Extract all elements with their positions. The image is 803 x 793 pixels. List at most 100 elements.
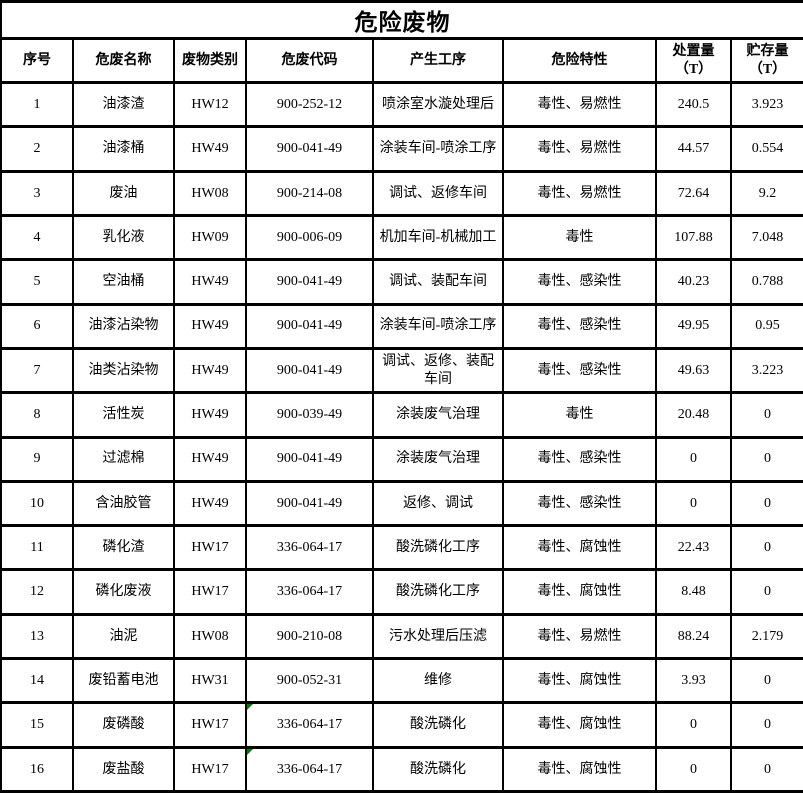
- cell-disposal: 107.88: [655, 213, 732, 262]
- cell-code: 900-052-31: [245, 657, 374, 705]
- cell-code: 900-041-49: [245, 479, 374, 528]
- cell-code: 336-064-17: [245, 701, 374, 749]
- cell-storage: 0.788: [730, 258, 803, 306]
- cell-code: 336-064-17: [245, 524, 374, 572]
- cell-seq: 10: [0, 479, 74, 528]
- cell-storage: 0: [730, 435, 803, 483]
- table-row: 10 含油胶管 HW49 900-041-49 返修、调试 毒性、感染性 0 0: [0, 479, 803, 528]
- cell-hazard: 毒性、易燃性: [502, 169, 657, 217]
- header-cell-process: 产生工序: [372, 37, 504, 84]
- cell-category: HW17: [173, 524, 247, 572]
- cell-seq: 4: [0, 213, 74, 262]
- cell-name: 油漆沾染物: [72, 302, 175, 350]
- cell-disposal: 8.48: [655, 568, 732, 616]
- cell-storage: 0: [730, 524, 803, 572]
- cell-hazard: 毒性: [502, 213, 657, 262]
- cell-disposal: 49.63: [655, 346, 732, 395]
- cell-category: HW49: [173, 346, 247, 395]
- cell-storage: 0: [730, 479, 803, 528]
- cell-hazard: 毒性、感染性: [502, 302, 657, 350]
- cell-disposal: 0: [655, 479, 732, 528]
- cell-error-corner-marker: [248, 750, 253, 755]
- table-title-row: 危险废物: [0, 0, 803, 40]
- cell-category: HW09: [173, 213, 247, 262]
- cell-name: 含油胶管: [72, 479, 175, 528]
- cell-name: 磷化渣: [72, 524, 175, 572]
- cell-hazard: 毒性、感染性: [502, 435, 657, 483]
- cell-process: 涂装车间-喷涂工序: [372, 125, 504, 173]
- header-cell-hazard: 危险特性: [502, 37, 657, 84]
- cell-disposal: 0: [655, 701, 732, 749]
- cell-disposal: 20.48: [655, 391, 732, 439]
- cell-category: HW31: [173, 657, 247, 705]
- cell-disposal: 22.43: [655, 524, 732, 572]
- table-row: 14 废铅蓄电池 HW31 900-052-31 维修 毒性、腐蚀性 3.93 0: [0, 657, 803, 705]
- cell-disposal: 72.64: [655, 169, 732, 217]
- cell-code: 900-041-49: [245, 125, 374, 173]
- table-row: 13 油泥 HW08 900-210-08 污水处理后压滤 毒性、易燃性 88.24 2.17…: [0, 612, 803, 661]
- table-row: 11 磷化渣 HW17 336-064-17 酸洗磷化工序 毒性、腐蚀性 22.43 0: [0, 524, 803, 572]
- cell-name: 磷化废液: [72, 568, 175, 616]
- cell-category: HW08: [173, 612, 247, 661]
- cell-hazard: 毒性、易燃性: [502, 612, 657, 661]
- table-row: 4 乳化液 HW09 900-006-09 机加车间-机械加工 毒性 107.88 7.048: [0, 213, 803, 262]
- cell-process: 返修、调试: [372, 479, 504, 528]
- table-row: 8 活性炭 HW49 900-039-49 涂装废气治理 毒性 20.48 0: [0, 391, 803, 439]
- cell-code: 900-214-08: [245, 169, 374, 217]
- cell-process: 调试、返修车间: [372, 169, 504, 217]
- cell-seq: 11: [0, 524, 74, 572]
- cell-process: 喷涂室水漩处理后: [372, 80, 504, 129]
- cell-process: 维修: [372, 657, 504, 705]
- cell-category: HW17: [173, 745, 247, 793]
- cell-seq: 1: [0, 80, 74, 129]
- cell-seq: 2: [0, 125, 74, 173]
- table-row: 9 过滤棉 HW49 900-041-49 涂装废气治理 毒性、感染性 0 0: [0, 435, 803, 483]
- cell-code: 900-041-49: [245, 346, 374, 395]
- cell-code: 900-039-49: [245, 391, 374, 439]
- cell-storage: 0: [730, 568, 803, 616]
- cell-category: HW08: [173, 169, 247, 217]
- cell-storage: 0.95: [730, 302, 803, 350]
- cell-code: 900-252-12: [245, 80, 374, 129]
- cell-code: 900-041-49: [245, 435, 374, 483]
- cell-process: 涂装车间-喷涂工序: [372, 302, 504, 350]
- cell-name: 废油: [72, 169, 175, 217]
- cell-code: 900-041-49: [245, 302, 374, 350]
- cell-seq: 5: [0, 258, 74, 306]
- header-cell-seq: 序号: [0, 37, 74, 84]
- cell-name: 乳化液: [72, 213, 175, 262]
- cell-disposal: 240.5: [655, 80, 732, 129]
- cell-hazard: 毒性、腐蚀性: [502, 701, 657, 749]
- cell-seq: 13: [0, 612, 74, 661]
- cell-process: 调试、装配车间: [372, 258, 504, 306]
- cell-hazard: 毒性、感染性: [502, 479, 657, 528]
- cell-category: HW49: [173, 435, 247, 483]
- cell-disposal: 0: [655, 745, 732, 793]
- cell-name: 油漆桶: [72, 125, 175, 173]
- cell-process: 涂装废气治理: [372, 391, 504, 439]
- cell-disposal: 88.24: [655, 612, 732, 661]
- cell-process: 涂装废气治理: [372, 435, 504, 483]
- cell-disposal: 0: [655, 435, 732, 483]
- cell-disposal: 3.93: [655, 657, 732, 705]
- header-cell-category: 废物类别: [173, 37, 247, 84]
- header-cell-storage: 贮存量 （T）: [730, 37, 803, 84]
- cell-code: 900-006-09: [245, 213, 374, 262]
- cell-process: 酸洗磷化: [372, 745, 504, 793]
- cell-name: 油泥: [72, 612, 175, 661]
- table-row: 6 油漆沾染物 HW49 900-041-49 涂装车间-喷涂工序 毒性、感染性 49.95…: [0, 302, 803, 350]
- cell-seq: 16: [0, 745, 74, 793]
- cell-seq: 3: [0, 169, 74, 217]
- cell-code: 900-041-49: [245, 258, 374, 306]
- cell-category: HW49: [173, 302, 247, 350]
- cell-hazard: 毒性、感染性: [502, 258, 657, 306]
- cell-hazard: 毒性、腐蚀性: [502, 745, 657, 793]
- cell-category: HW49: [173, 391, 247, 439]
- cell-error-corner-marker: [248, 705, 253, 711]
- table-row: 15 废磷酸 HW17 336-064-17 酸洗磷化 毒性、腐蚀性 0 0: [0, 701, 803, 749]
- cell-hazard: 毒性: [502, 391, 657, 439]
- table-row: 5 空油桶 HW49 900-041-49 调试、装配车间 毒性、感染性 40.23 0.78…: [0, 258, 803, 306]
- cell-name: 废铅蓄电池: [72, 657, 175, 705]
- cell-storage: 0: [730, 391, 803, 439]
